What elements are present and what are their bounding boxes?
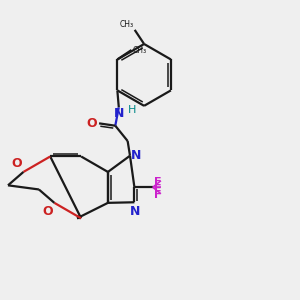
Text: O: O [86,117,97,130]
Text: F: F [154,190,161,200]
Text: CH₃: CH₃ [133,46,147,55]
Text: CH₃: CH₃ [119,20,134,29]
Text: N: N [130,205,140,218]
Text: N: N [131,149,142,162]
Text: N: N [114,107,124,121]
Text: F: F [154,184,161,194]
Text: O: O [11,157,22,170]
Text: H: H [128,105,136,115]
Text: O: O [42,205,53,218]
Text: F: F [154,177,161,187]
